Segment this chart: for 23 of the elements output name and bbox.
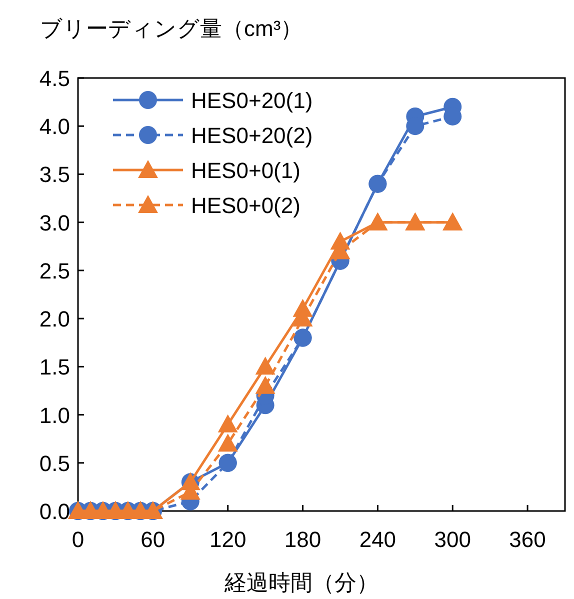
x-tick-label: 120	[209, 527, 246, 552]
y-tick-label: 4.0	[39, 114, 70, 140]
x-axis-title: 経過時間（分）	[224, 570, 378, 595]
chart-title: ブリーディング量（cm³）	[40, 16, 303, 41]
y-tick-label: 1.5	[39, 354, 70, 380]
x-tick-label: 300	[434, 527, 471, 552]
legend-label: HES0+0(2)	[191, 193, 300, 218]
y-tick-label: 0.0	[39, 499, 70, 524]
y-tick-label: 1.0	[39, 402, 70, 428]
y-tick-label: 4.5	[39, 66, 70, 91]
y-tick-label: 3.0	[39, 210, 70, 236]
legend-label: HES0+20(1)	[191, 88, 313, 113]
y-tick-label: 3.5	[39, 162, 70, 188]
x-tick-label: 60	[140, 527, 166, 552]
x-tick-label: 360	[509, 527, 546, 552]
legend-label: HES0+20(2)	[191, 123, 313, 148]
y-tick-label: 0.5	[39, 450, 70, 476]
x-tick-label: 0	[72, 527, 84, 552]
y-tick-label: 2.5	[39, 258, 70, 284]
x-tick-label: 240	[359, 527, 396, 552]
x-tick-label: 180	[284, 527, 322, 552]
y-tick-label: 2.0	[39, 306, 70, 332]
legend-label: HES0+0(1)	[191, 158, 300, 183]
